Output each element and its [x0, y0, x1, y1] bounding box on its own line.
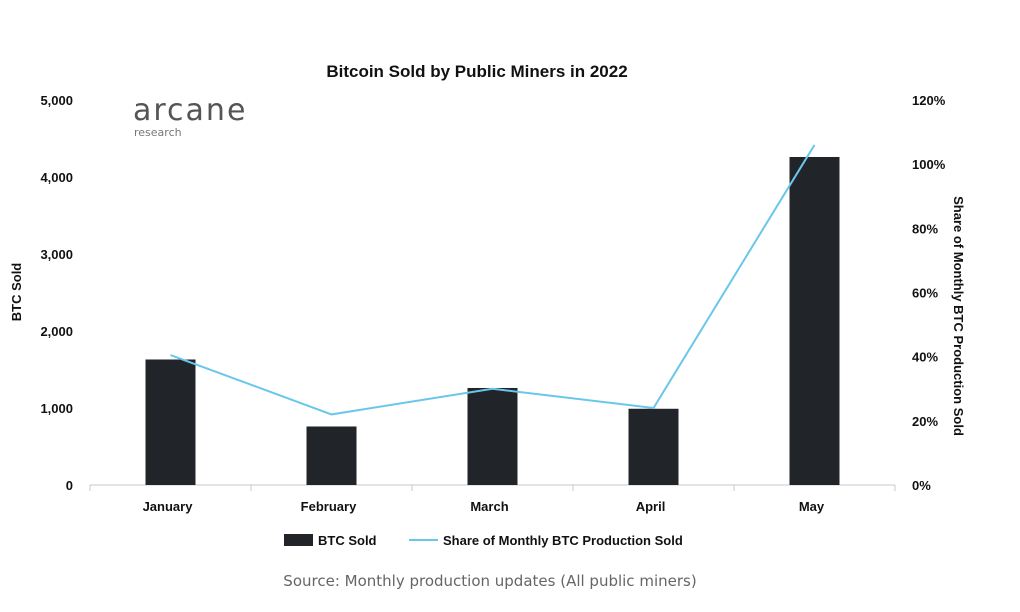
x-tick-label: January [143, 499, 194, 514]
legend-label-line: Share of Monthly BTC Production Sold [443, 533, 683, 548]
x-tick-label: May [799, 499, 825, 514]
bar-january [145, 359, 196, 485]
logo-main-text: arcane [133, 93, 247, 128]
right-tick-label: 100% [912, 157, 946, 172]
x-axis-labels: January February March April May [143, 499, 825, 514]
source-note: Source: Monthly production updates (All … [283, 572, 697, 590]
legend: BTC Sold Share of Monthly BTC Production… [284, 533, 683, 548]
line-series [170, 144, 816, 416]
right-tick-label: 120% [912, 93, 946, 108]
legend-label-bar: BTC Sold [318, 533, 377, 548]
x-tick-label: March [470, 499, 508, 514]
bar-april [628, 408, 679, 485]
bar-series [145, 156, 840, 486]
arcane-logo: arcane research [133, 93, 247, 139]
left-tick-label: 1,000 [40, 401, 73, 416]
left-axis-ticks: 0 1,000 2,000 3,000 4,000 5,000 [40, 93, 73, 493]
logo-sub-text: research [134, 126, 182, 139]
x-tick-label: April [636, 499, 666, 514]
legend-swatch-bar [284, 534, 313, 546]
left-tick-label: 5,000 [40, 93, 73, 108]
right-axis-ticks: 0% 20% 40% 60% 80% 100% 120% [912, 93, 946, 493]
left-tick-label: 3,000 [40, 247, 73, 262]
x-axis [89, 484, 896, 491]
chart-title: Bitcoin Sold by Public Miners in 2022 [326, 62, 627, 81]
right-tick-label: 60% [912, 286, 938, 301]
right-tick-label: 0% [912, 478, 931, 493]
left-tick-label: 4,000 [40, 170, 73, 185]
right-tick-label: 40% [912, 350, 938, 365]
bar-february [306, 426, 357, 485]
right-tick-label: 80% [912, 221, 938, 236]
left-axis-label: BTC Sold [9, 263, 24, 322]
x-tick-label: February [301, 499, 357, 514]
left-tick-label: 0 [66, 478, 73, 493]
share-line [170, 144, 816, 416]
bar-march [467, 387, 518, 485]
bar-may [789, 156, 840, 486]
right-axis-label: Share of Monthly BTC Production Sold [951, 196, 966, 436]
right-tick-label: 20% [912, 414, 938, 429]
left-tick-label: 2,000 [40, 324, 73, 339]
